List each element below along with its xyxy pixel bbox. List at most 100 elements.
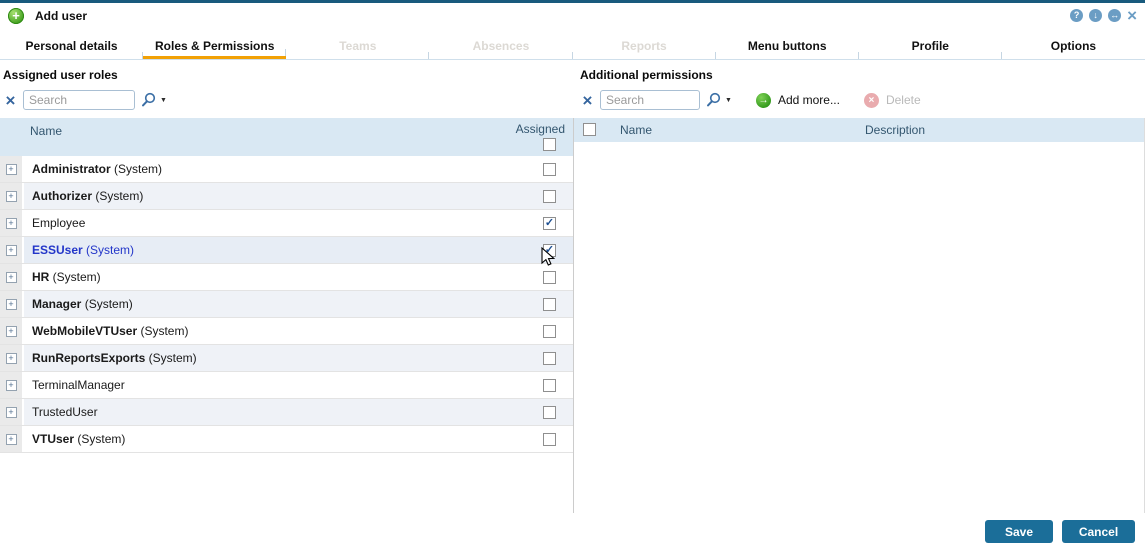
role-row-hr[interactable]: + HR (System) — [0, 264, 573, 291]
expand-icon[interactable]: + — [5, 352, 17, 364]
expand-icon[interactable]: + — [5, 163, 17, 175]
role-assigned-checkbox[interactable] — [543, 405, 556, 419]
search-options-caret-icon[interactable]: ▼ — [160, 96, 167, 104]
assigned-cell — [543, 351, 556, 365]
column-name-label: Name — [620, 123, 653, 137]
role-name: VTUser (System) — [32, 432, 126, 446]
expand-icon[interactable]: + — [5, 217, 17, 229]
role-row-webmobilevtuser[interactable]: + WebMobileVTUser (System) — [0, 318, 573, 345]
role-row-trusteduser[interactable]: + TrustedUser — [0, 399, 573, 426]
role-assigned-checkbox[interactable] — [543, 351, 556, 365]
role-suffix: (System) — [82, 243, 135, 257]
add-more-icon: → — [755, 92, 771, 108]
role-row-employee[interactable]: + Employee ✓ — [0, 210, 573, 237]
tab-roles-permissions[interactable]: Roles & Permissions — [143, 30, 287, 59]
assigned-roles-title: Assigned user roles — [3, 68, 118, 82]
role-row-vtuser[interactable]: + VTUser (System) — [0, 426, 573, 453]
assigned-cell — [543, 324, 556, 338]
role-row-terminalmanager[interactable]: + TerminalManager — [0, 372, 573, 399]
role-name: TrustedUser — [32, 405, 98, 419]
assigned-cell — [543, 405, 556, 419]
assigned-cell — [543, 432, 556, 446]
search-icon[interactable] — [141, 92, 157, 108]
footer-buttons: Save Cancel — [985, 520, 1135, 543]
expand-icon[interactable]: + — [5, 406, 17, 418]
role-assigned-checkbox[interactable] — [543, 324, 556, 338]
tab-bar: Personal details Roles & Permissions Teams… — [0, 30, 1145, 60]
expand-cell: + — [0, 156, 24, 182]
tab-menu-buttons[interactable]: Menu buttons — [716, 30, 859, 59]
delete-icon: × — [863, 92, 879, 108]
role-row-essuser[interactable]: + ESSUser (System) ✓ — [0, 237, 573, 264]
tab-reports: Reports — [573, 30, 716, 59]
role-row-administrator[interactable]: + Administrator (System) — [0, 156, 573, 183]
tab-profile[interactable]: Profile — [859, 30, 1003, 59]
tab-teams: Teams — [286, 30, 430, 59]
assigned-cell — [543, 189, 556, 203]
expand-icon[interactable]: + — [5, 244, 17, 256]
permissions-search-input[interactable] — [600, 90, 700, 110]
role-assigned-checkbox[interactable] — [543, 162, 556, 176]
role-assigned-checkbox[interactable]: ✓ — [543, 243, 556, 257]
assigned-cell — [543, 297, 556, 311]
tab-personal-details[interactable]: Personal details — [0, 30, 144, 59]
tab-options[interactable]: Options — [1050, 39, 1097, 53]
expand-cell: + — [0, 426, 24, 452]
clear-search-icon[interactable]: × — [582, 90, 593, 110]
expand-icon[interactable]: + — [5, 325, 17, 337]
column-assigned-label: Assigned — [515, 122, 565, 136]
content-area: Assigned user roles × ▼ Name Assigned + A… — [0, 60, 1145, 513]
expand-cell: + — [0, 183, 24, 209]
panel-divider — [573, 118, 574, 513]
select-all-roles-checkbox[interactable] — [543, 138, 556, 151]
expand-icon[interactable]: + — [5, 379, 17, 391]
search-options-caret-icon[interactable]: ▼ — [725, 96, 732, 104]
column-name-label: Name — [30, 124, 63, 138]
search-icon[interactable] — [706, 92, 722, 108]
role-assigned-checkbox[interactable] — [543, 378, 556, 392]
collapse-icon[interactable]: ↓ — [1089, 9, 1103, 22]
expand-icon[interactable]: + — [5, 433, 17, 445]
role-row-manager[interactable]: + Manager (System) — [0, 291, 573, 318]
save-button[interactable]: Save — [985, 520, 1053, 543]
role-name: Manager (System) — [32, 297, 133, 311]
roles-table-header: Name Assigned — [0, 118, 573, 156]
expand-cell: + — [0, 264, 24, 290]
close-icon[interactable]: × — [1127, 6, 1137, 25]
role-assigned-checkbox[interactable] — [543, 189, 556, 203]
role-assigned-checkbox[interactable]: ✓ — [543, 216, 556, 230]
expand-cell: + — [0, 345, 24, 371]
role-name: WebMobileVTUser (System) — [32, 324, 189, 338]
expand-cell: + — [0, 399, 24, 425]
help-icon[interactable]: ? — [1070, 9, 1084, 22]
column-description-label: Description — [865, 123, 926, 137]
role-name: Employee — [32, 216, 86, 230]
expand-icon[interactable]: + — [5, 190, 17, 202]
expand-icon[interactable]: + — [5, 298, 17, 310]
delete-button: × Delete — [863, 92, 921, 108]
add-more-button[interactable]: → Add more... — [755, 92, 840, 108]
role-name: ESSUser (System) — [32, 243, 135, 257]
role-row-authorizer[interactable]: + Authorizer (System) — [0, 183, 573, 210]
role-suffix: (System) — [137, 324, 189, 338]
clear-search-icon[interactable]: × — [5, 90, 16, 110]
cancel-button[interactable]: Cancel — [1062, 520, 1135, 543]
role-name: Administrator (System) — [32, 162, 163, 176]
role-suffix: (System) — [92, 189, 144, 203]
add-user-icon: + — [8, 8, 24, 24]
role-assigned-checkbox[interactable] — [543, 297, 556, 311]
permissions-table-header: Name Description — [574, 118, 1144, 142]
expand-icon[interactable]: + — [5, 271, 17, 283]
window-buttons: ? ↓ ↔ × — [1070, 6, 1137, 25]
resize-icon[interactable]: ↔ — [1108, 9, 1122, 22]
roles-search-input[interactable] — [23, 90, 135, 110]
select-all-permissions-checkbox[interactable] — [583, 123, 596, 136]
role-assigned-checkbox[interactable] — [543, 270, 556, 284]
role-assigned-checkbox[interactable] — [543, 432, 556, 446]
role-name: RunReportsExports (System) — [32, 351, 197, 365]
expand-cell: + — [0, 210, 24, 236]
role-row-runreportsexports[interactable]: + RunReportsExports (System) — [0, 345, 573, 372]
expand-cell: + — [0, 318, 24, 344]
tab-absences: Absences — [429, 30, 573, 59]
